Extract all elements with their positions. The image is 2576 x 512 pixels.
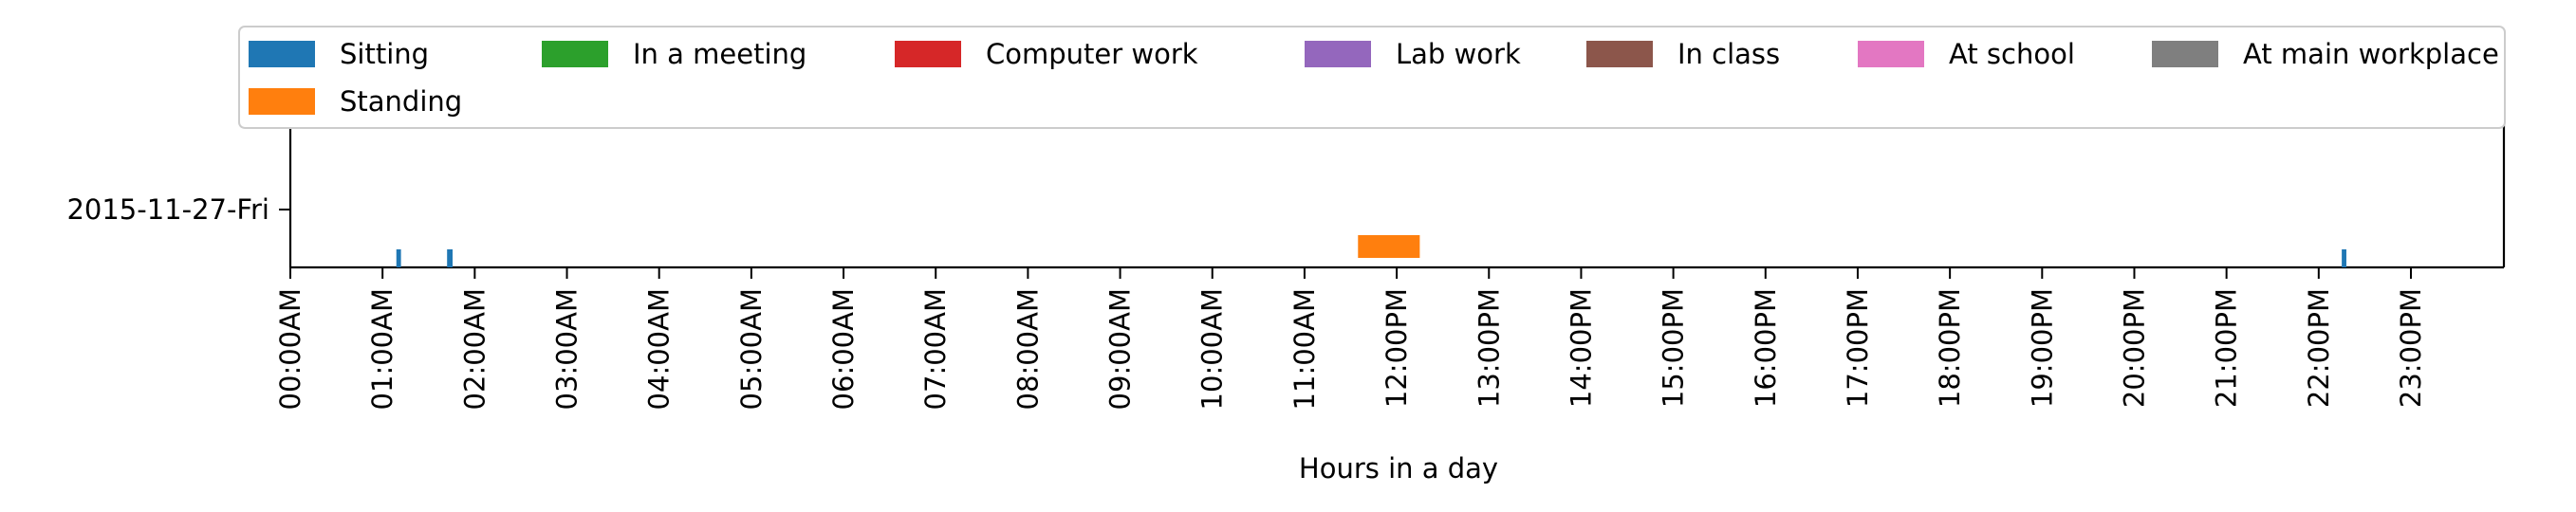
legend-swatch-standing	[249, 88, 315, 115]
x-tick-label: 08:00AM	[1011, 288, 1044, 410]
x-tick-label: 05:00AM	[735, 288, 768, 410]
legend-label-at-main-workplace: At main workplace	[2243, 38, 2499, 70]
legend: Sitting In a meeting Computer work Lab work…	[238, 26, 2506, 129]
legend-swatch-in-class	[1586, 41, 1653, 67]
legend-swatch-sitting	[249, 41, 315, 67]
x-tick-label: 07:00AM	[919, 288, 952, 410]
x-tick-label: 11:00AM	[1288, 288, 1321, 410]
x-tick-label: 09:00AM	[1104, 288, 1137, 410]
x-tick-label: 10:00AM	[1196, 288, 1229, 410]
x-tick-label: 15:00PM	[1658, 288, 1690, 408]
x-axis: 00:00AM 01:00AM 02:00AM 03:00AM 04:00AM 05:00…	[274, 267, 2427, 410]
legend-label-standing: Standing	[340, 85, 462, 118]
x-tick-label: 16:00PM	[1750, 288, 1782, 408]
legend-swatch-at-main-workplace	[2152, 41, 2218, 67]
x-tick-label: 21:00PM	[2211, 288, 2243, 408]
x-tick-label: 22:00PM	[2303, 288, 2335, 408]
legend-swatch-in-a-meeting	[542, 41, 608, 67]
x-tick-label: 02:00AM	[458, 288, 491, 410]
x-axis-label: Hours in a day	[1299, 452, 1498, 485]
x-tick-label: 19:00PM	[2026, 288, 2058, 408]
legend-label-computer-work: Computer work	[986, 38, 1198, 70]
legend-label-sitting: Sitting	[340, 38, 429, 70]
bar-sitting-0	[396, 249, 401, 267]
bar-sitting-1	[447, 249, 454, 267]
x-tick-label: 12:00PM	[1381, 288, 1413, 408]
legend-label-in-class: In class	[1677, 38, 1780, 70]
x-tick-label: 04:00AM	[643, 288, 676, 410]
x-tick-label: 14:00PM	[1565, 288, 1597, 408]
legend-swatch-lab-work	[1305, 41, 1371, 67]
bar-sitting-2	[2342, 249, 2346, 267]
legend-label-lab-work: Lab work	[1396, 38, 1521, 70]
y-axis: 2015-11-27-Fri	[66, 193, 290, 226]
x-tick-label: 20:00PM	[2118, 288, 2150, 408]
x-tick-label: 18:00PM	[1934, 288, 1966, 408]
x-tick-label: 06:00AM	[827, 288, 860, 410]
x-tick-label: 01:00AM	[366, 288, 398, 410]
legend-swatch-computer-work	[895, 41, 961, 67]
x-tick-label: 13:00PM	[1473, 288, 1505, 408]
x-tick-label: 17:00PM	[1842, 288, 1874, 408]
y-tick-label: 2015-11-27-Fri	[66, 193, 269, 226]
legend-label-in-a-meeting: In a meeting	[633, 38, 806, 70]
activity-bars	[396, 235, 2346, 267]
x-tick-label: 23:00PM	[2395, 288, 2427, 408]
x-tick-label: 03:00AM	[551, 288, 584, 410]
legend-frame	[238, 26, 2506, 129]
legend-swatch-at-school	[1858, 41, 1924, 67]
bar-standing-0	[1358, 235, 1420, 258]
x-tick-label: 00:00AM	[274, 288, 306, 410]
legend-label-at-school: At school	[1949, 38, 2075, 70]
